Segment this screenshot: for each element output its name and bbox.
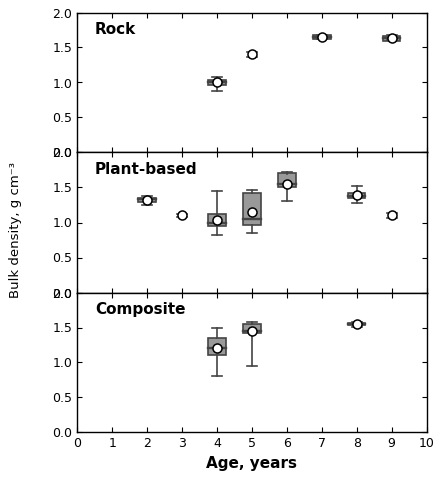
Text: Rock: Rock	[95, 22, 136, 38]
Bar	[208, 80, 226, 84]
Text: Composite: Composite	[95, 302, 185, 318]
Bar	[208, 338, 226, 355]
Text: Plant-based: Plant-based	[95, 162, 198, 178]
Bar	[348, 193, 366, 198]
Bar	[313, 35, 331, 39]
X-axis label: Age, years: Age, years	[206, 456, 297, 471]
Bar	[348, 322, 366, 326]
Bar	[278, 174, 296, 188]
Bar	[243, 324, 261, 333]
Bar	[243, 193, 261, 224]
Text: Bulk density, g cm⁻³: Bulk density, g cm⁻³	[9, 162, 22, 298]
Bar	[383, 36, 400, 40]
Bar	[208, 214, 226, 226]
Bar	[138, 198, 156, 202]
